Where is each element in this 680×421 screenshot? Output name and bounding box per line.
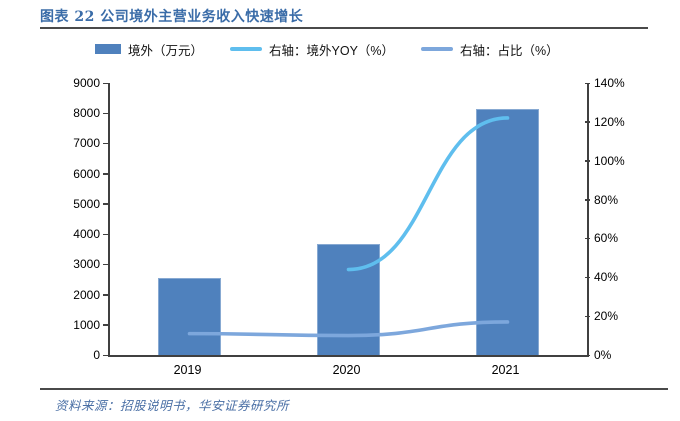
left-axis-tick: 6000	[73, 166, 100, 181]
left-tick-mark	[103, 263, 108, 266]
line-series-layer	[187, 116, 510, 338]
left-tick-mark	[103, 82, 108, 84]
bar-2019	[158, 277, 221, 355]
x-axis-label-2020: 2020	[332, 363, 361, 377]
source-note: 资料来源：招股说明书，华安证券研究所	[55, 398, 290, 413]
yoy-line-series	[346, 116, 510, 272]
yoy-line-swatch	[230, 47, 263, 51]
left-axis-tick: 8000	[73, 106, 100, 121]
right-axis-tick: 140%	[594, 76, 625, 90]
left-tick-mark	[103, 173, 108, 175]
legend-item-share-line: 右轴：占比（%）	[421, 40, 559, 59]
share-line-swatch	[421, 47, 454, 51]
right-axis-tick: 120%	[594, 114, 625, 129]
plot-area	[108, 83, 589, 357]
bar-series-swatch	[95, 44, 121, 54]
left-tick-mark	[103, 203, 108, 205]
left-tick-mark	[103, 354, 108, 356]
right-axis-tick: 40%	[594, 270, 619, 285]
left-axis-tick: 0	[93, 348, 100, 362]
right-axis-tick: 80%	[594, 192, 619, 207]
left-axis-tick: 1000	[73, 317, 100, 332]
x-axis-label-2021: 2021	[491, 363, 520, 377]
left-axis-tick: 2000	[73, 287, 100, 302]
legend-label-overseas: 境外（万元）	[128, 43, 204, 58]
chart-legend: 境外（万元） 右轴：境外YOY（%） 右轴：占比（%）	[95, 40, 655, 58]
figure-title: 图表 22 公司境外主营业务收入快速增长	[40, 9, 304, 25]
x-axis-label-2019: 2019	[173, 363, 202, 377]
left-axis-tick: 7000	[73, 136, 100, 151]
legend-item-yoy-line: 右轴：境外YOY（%）	[230, 40, 394, 59]
right-axis-tick: 60%	[594, 231, 619, 246]
legend-item-overseas-bar: 境外（万元）	[95, 40, 203, 59]
right-axis-tick: 100%	[594, 153, 625, 168]
left-tick-mark	[103, 142, 108, 145]
left-tick-mark	[103, 233, 108, 236]
legend-label-share: 右轴：占比（%）	[460, 43, 559, 58]
left-axis-tick: 5000	[73, 196, 100, 211]
left-axis-tick: 9000	[73, 76, 100, 90]
right-axis-tick: 20%	[594, 309, 619, 324]
footer-divider	[40, 388, 668, 390]
left-tick-mark	[103, 294, 108, 296]
right-axis-tick: 0%	[594, 348, 612, 362]
share-line-series	[187, 320, 510, 338]
left-tick-mark	[103, 112, 108, 115]
title-divider	[40, 27, 648, 29]
left-axis-tick: 3000	[73, 257, 100, 272]
left-tick-mark	[103, 324, 108, 326]
legend-label-yoy: 右轴：境外YOY（%）	[269, 43, 395, 58]
left-axis-tick: 4000	[73, 227, 100, 242]
bar-2021	[476, 108, 539, 355]
